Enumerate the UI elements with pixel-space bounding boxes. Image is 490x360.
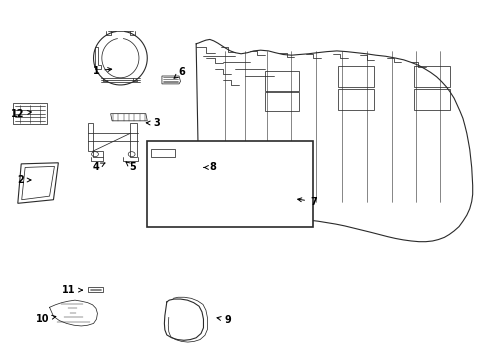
Text: 8: 8 — [204, 162, 217, 172]
Text: 7: 7 — [298, 197, 317, 207]
Bar — [338, 89, 374, 110]
Bar — [88, 287, 103, 292]
Bar — [151, 149, 174, 157]
Bar — [338, 66, 374, 87]
Text: 1: 1 — [93, 66, 112, 76]
Text: 6: 6 — [174, 67, 185, 78]
Bar — [414, 66, 450, 87]
Text: 10: 10 — [35, 314, 56, 324]
Text: 3: 3 — [146, 118, 160, 128]
Bar — [265, 71, 299, 91]
Text: 4: 4 — [93, 162, 105, 172]
Text: 12: 12 — [11, 109, 31, 119]
Bar — [414, 89, 450, 110]
Text: 2: 2 — [17, 175, 31, 185]
Bar — [265, 93, 299, 111]
Text: 9: 9 — [217, 315, 231, 325]
Bar — [147, 141, 314, 227]
Text: 5: 5 — [126, 162, 136, 172]
Text: 11: 11 — [62, 285, 82, 295]
